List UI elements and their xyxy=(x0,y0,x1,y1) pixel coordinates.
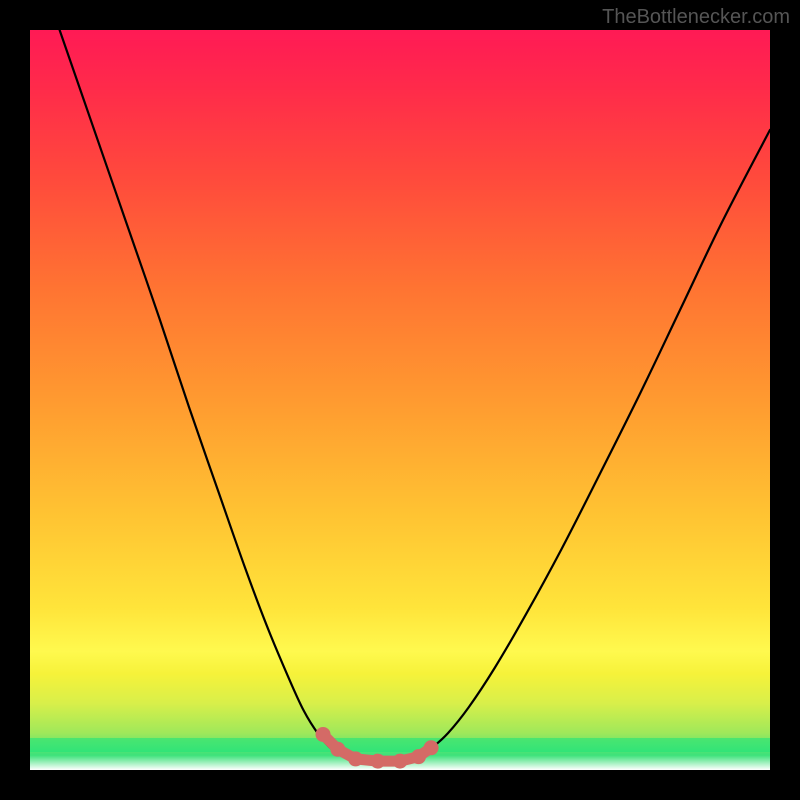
chart-stage: TheBottlenecker.com xyxy=(0,0,800,800)
gradient-background xyxy=(30,30,770,770)
plot-area xyxy=(30,30,770,770)
watermark-text: TheBottlenecker.com xyxy=(602,6,790,29)
